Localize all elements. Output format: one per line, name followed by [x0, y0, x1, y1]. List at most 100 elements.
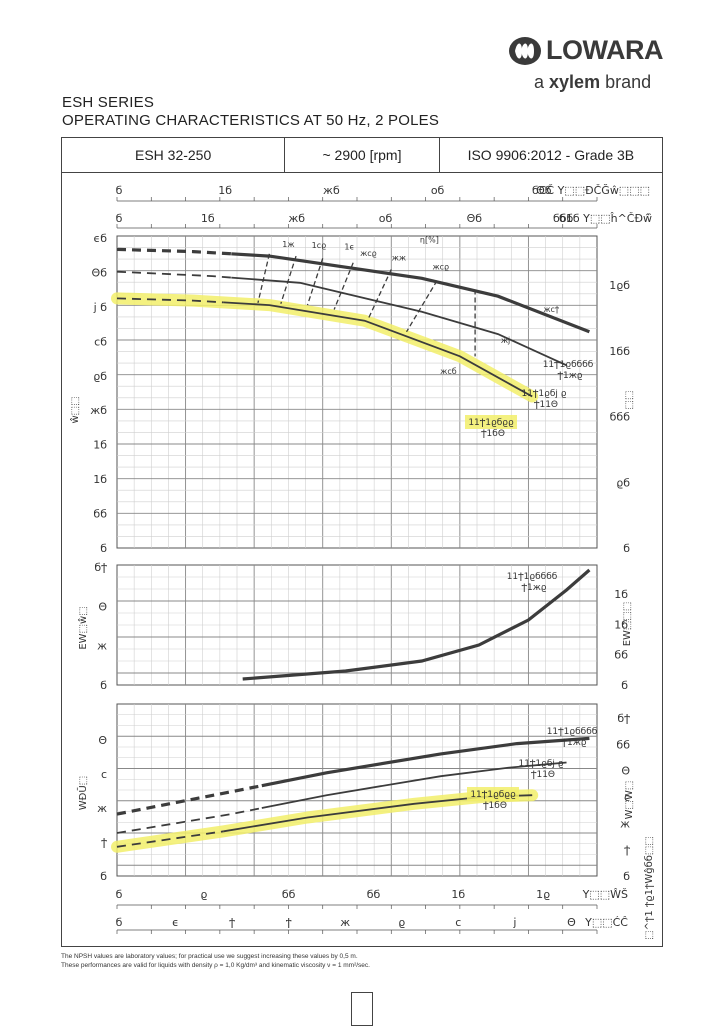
head-left-tick: cб: [94, 335, 107, 348]
head-label-1-bottom: Ϯ1жϱ: [557, 371, 582, 381]
head-right-tick: 1бб: [609, 345, 630, 358]
bottom-axis-label: бб: [282, 888, 296, 901]
top-axis2-label: 1б: [201, 212, 215, 225]
npsh-right-tick: бϯ: [617, 712, 630, 725]
power-left-tick: Θ: [98, 600, 107, 613]
npsh-label-3-top: 11Ϯ1ϱбϱϱ: [470, 790, 516, 800]
npsh-right-tick: ϯ: [624, 844, 630, 857]
npsh-label-1-bottom: Ϯ1жϱ: [561, 738, 586, 748]
efficiency-mark: жcϱ: [360, 249, 377, 258]
power-right-tick: б: [621, 679, 628, 692]
power-left-tick: ж: [97, 640, 107, 653]
bottom-axis2-label: ϯ: [229, 916, 235, 929]
bottom-axis2-label: ϵ: [172, 916, 179, 929]
bottom-axis-label: 1б: [451, 888, 465, 901]
efficiency-mark: 1cϱ: [312, 241, 327, 250]
bottom-axis2-label: ϱ: [398, 916, 405, 929]
bottom-axis2-label: ј: [512, 916, 516, 929]
bottom-axis2-label: c: [455, 916, 461, 929]
efficiency-mark: 1ϵ: [344, 242, 354, 251]
bottom-axis-label: б: [116, 888, 123, 901]
bottom-axis2-label: б: [116, 916, 123, 929]
npsh-left-tick: б: [100, 870, 107, 883]
power-label-top: 11Ϯ1ϱбббб: [507, 572, 558, 582]
efficiency-mark: жcб: [440, 367, 457, 376]
head-left-tick: ϵб: [93, 232, 107, 245]
footnote-npsh: The NPSH values are laboratory values; f…: [61, 953, 358, 960]
head-label-1-top: 11Ϯ1ϱбббб: [543, 360, 594, 370]
efficiency-iso-line: [258, 254, 269, 303]
head-left-tick: ј б: [93, 301, 108, 314]
efficiency-mark: жј: [501, 336, 510, 345]
head-left-unit: ŵ⬚⬚: [69, 396, 81, 423]
top-axis2-label: б: [116, 212, 123, 225]
head-left-tick: б: [100, 542, 107, 555]
npsh-left-tick: c: [101, 768, 107, 781]
power-left-tick: бϯ: [94, 561, 107, 574]
page-number-box: [351, 992, 373, 1026]
top-axis-label: бСČ Ү⬚⬚ĐČĞŵ⬚⬚⬚: [532, 184, 650, 197]
efficiency-mark: 1ж: [282, 240, 294, 249]
top-axis-label: об: [431, 184, 445, 197]
head-right-tick: б: [623, 542, 630, 555]
series-line-1-1: [231, 254, 589, 332]
power-left-unit: EW⬚ŵ⬚: [77, 606, 89, 649]
power-left-tick: б: [100, 679, 107, 692]
power-right-tick: бб: [614, 649, 628, 662]
npsh-side-note: ⬚^ϯ1 ϯϱ1ϯWĝбб⬚⬚: [643, 836, 655, 940]
bottom-axis-label: 1ϱ: [536, 888, 550, 901]
bottom-axis-label: ϱ: [200, 888, 207, 901]
efficiency-iso-line: [334, 263, 353, 310]
npsh-right-unit: W⬚W⬚: [624, 781, 635, 820]
top-axis-label: б: [116, 184, 123, 197]
bottom-axis2-label: ж: [340, 916, 350, 929]
efficiency-mark: жж: [392, 254, 406, 263]
efficiency-mark: жcϱ: [432, 262, 449, 271]
head-right-unit: ⬚⬚: [624, 391, 635, 410]
power-right-unit: EW⬚⬚⬚: [622, 602, 633, 647]
bottom-axis2-label: ϯ: [286, 916, 292, 929]
head-left-tick: 1б: [93, 473, 107, 486]
npsh-left-tick: ϯ: [101, 836, 107, 849]
npsh-left-unit: WĐŪ⬚: [76, 776, 89, 810]
head-left-tick: ϱб: [93, 370, 107, 383]
head-right-tick: 1ϱб: [609, 279, 630, 292]
npsh-right-tick: бб: [616, 738, 630, 751]
head-label-2-bottom: Ϯ11Θ: [534, 400, 558, 410]
power-right-tick: 1б: [614, 588, 628, 601]
npsh-label-1-top: 11Ϯ1ϱбббб: [547, 727, 598, 737]
efficiency-iso-line: [307, 258, 322, 305]
top-axis2-label: Θб: [467, 212, 483, 225]
head-label-3-bottom: Ϯ1бΘ: [481, 429, 505, 439]
efficiency-mark: жcϯ: [543, 305, 560, 314]
npsh-left-tick: ж: [97, 802, 107, 815]
top-axis2-label: б1б Ү⬚⬚ĥ^ČĐŵ̑: [559, 212, 652, 225]
bottom-axis2-label: Ү⬚⬚ĆĈ: [584, 916, 628, 929]
npsh-label-2-bottom: Ϯ11Θ: [531, 770, 555, 780]
bottom-axis2-label: Θ: [567, 916, 576, 929]
top-axis2-label: жб: [288, 212, 305, 225]
head-label-3-top: 11Ϯ1ϱбϱϱ: [468, 418, 514, 428]
bottom-axis-label: Ү⬚⬚ŴŠ: [582, 888, 628, 901]
head-right-tick: ϱб: [616, 476, 630, 489]
series-line-1-3: [224, 302, 533, 396]
npsh-right-tick: Θ: [621, 765, 630, 778]
head-right-tick: ббб: [610, 411, 631, 424]
footnote-validity: These performances are valid for liquids…: [61, 962, 370, 969]
top-axis2-label: об: [379, 212, 393, 225]
npsh-right-tick: б: [623, 870, 630, 883]
top-axis-label: 1б: [218, 184, 232, 197]
power-label-bottom: Ϯ1жϱ: [521, 583, 546, 593]
efficiency-label: η[%]: [420, 236, 439, 245]
npsh-label-2-top: 11Ϯ1ϱбј ϱ: [518, 759, 563, 769]
bottom-axis-label: бб: [367, 888, 381, 901]
efficiency-iso-line: [407, 281, 437, 332]
head-left-tick: бб: [93, 508, 107, 521]
npsh-label-3-bottom: Ϯ1бΘ: [483, 801, 507, 811]
series-line-1-2: [231, 278, 566, 366]
top-axis-label: жб: [323, 184, 340, 197]
npsh-left-tick: Θ: [98, 734, 107, 747]
head-left-tick: Θб: [92, 266, 108, 279]
head-label-2-top: 11Ϯ1ϱбј ϱ: [521, 389, 566, 399]
